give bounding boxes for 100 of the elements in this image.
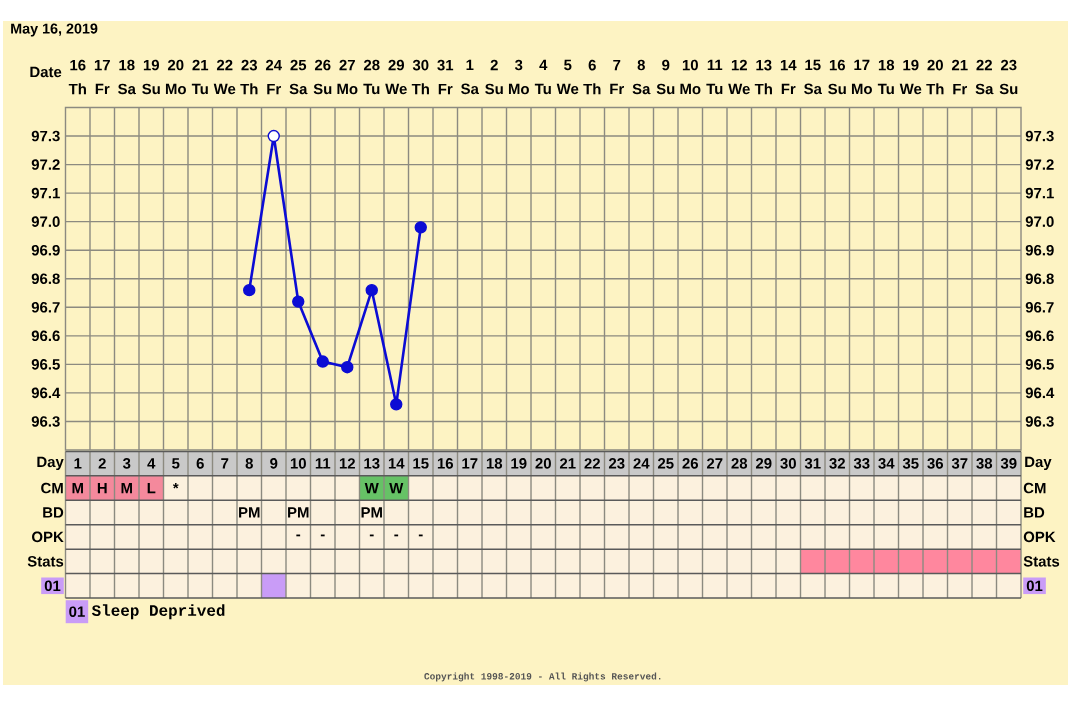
y2-tick-label: 96.6 — [1025, 330, 1054, 342]
point — [243, 283, 256, 297]
text: - — [418, 534, 423, 537]
x2-tick-label: 23 — [608, 458, 625, 469]
text: Day — [1025, 456, 1052, 471]
x-tick-label: 17 Mo — [851, 59, 872, 95]
y-tick-label: 96.8 — [31, 273, 60, 285]
text: PM — [288, 507, 309, 518]
x-tick-label: 7 Fr — [610, 59, 625, 95]
x2-tick-label: 9 — [270, 458, 278, 469]
text: Copyright 1998-2019 - All Rights Reserved. — [424, 672, 661, 682]
x2-tick-label: 37 — [951, 458, 968, 469]
x-tick-label: 24 Fr — [265, 59, 282, 95]
text: W — [364, 482, 379, 494]
x-tick-label: 31 Fr — [437, 59, 454, 95]
y2-tick-label: 96.8 — [1025, 273, 1054, 285]
category-label: 01 — [44, 580, 61, 592]
y2-tick-label: 96.9 — [1025, 244, 1054, 256]
y-tick-label: 96.7 — [31, 301, 60, 313]
text: - — [320, 534, 325, 537]
y2-tick-label: 96.4 — [1025, 387, 1055, 399]
x-tick-label: 18 Tu — [877, 59, 895, 95]
x-tick-label: 10 Mo — [680, 59, 701, 95]
category-label: OPK — [1023, 531, 1056, 543]
x-tick-label: 3 Mo — [508, 59, 529, 95]
x-tick-label: 8 Sa — [632, 59, 651, 95]
x2-tick-label: 35 — [902, 458, 919, 469]
point — [341, 361, 354, 374]
x2-tick-label: 2 — [98, 458, 106, 469]
x-tick-label: 5 We — [556, 59, 579, 95]
x-tick-label: 16 Su — [828, 59, 846, 95]
x-tick-label: 26 Su — [313, 59, 332, 95]
x2-tick-label: 17 — [462, 458, 478, 469]
x-tick-label: 2 Su — [485, 59, 503, 95]
point — [292, 295, 305, 308]
x2-tick-label: 22 — [584, 458, 600, 469]
x2-tick-label: 39 — [1000, 458, 1017, 469]
x-tick-label: 11 Tu — [706, 59, 723, 95]
x-tick-label: 18 Sa — [118, 59, 136, 95]
category-label: BD — [43, 507, 64, 518]
category-label: CM — [41, 482, 63, 494]
x2-tick-label: 18 — [486, 458, 503, 469]
category-label: Stats — [1023, 556, 1060, 567]
y-tick-label: 96.9 — [31, 244, 60, 256]
x-tick-label: 1 Sa — [461, 59, 479, 95]
category-label: OPK — [32, 531, 64, 543]
x2-tick-label: 11 — [315, 458, 331, 469]
x2-tick-label: 19 — [511, 458, 527, 469]
x2-tick-label: 6 — [196, 458, 204, 469]
point — [414, 221, 427, 234]
x2-tick-label: 20 — [535, 458, 551, 469]
y-tick-label: 96.3 — [31, 416, 60, 427]
point — [316, 355, 329, 368]
x-tick-label: 30 Th — [411, 59, 429, 95]
text: PM — [361, 507, 382, 518]
y-tick-label: 96.4 — [31, 387, 61, 399]
x-tick-label: 20 Th — [926, 59, 944, 95]
text: M — [72, 482, 83, 494]
y2-tick-label: 97.2 — [1025, 159, 1054, 170]
x-tick-label: 20 Mo — [165, 59, 186, 95]
x-tick-label: 25 Sa — [289, 59, 308, 95]
text: * — [172, 482, 179, 489]
y-tick-label: 97.1 — [31, 187, 60, 199]
x-tick-label: 22 Sa — [975, 59, 994, 95]
x2-tick-label: 4 — [147, 458, 156, 469]
y2-tick-label: 97.3 — [1025, 130, 1054, 142]
x2-tick-label: 5 — [172, 458, 180, 469]
x2-tick-label: 30 — [780, 458, 796, 469]
category-label: Stats — [27, 556, 64, 567]
x2-tick-label: 21 — [559, 458, 576, 469]
y2-tick-label: 97.1 — [1025, 187, 1054, 199]
category-label: CM — [1023, 482, 1046, 494]
x-tick-label: 13 Th — [754, 59, 772, 95]
x-tick-label: 16 Th — [68, 59, 86, 95]
category-label: BD — [1024, 507, 1045, 518]
x-tick-label: 27 Mo — [337, 59, 358, 95]
text: - — [369, 534, 374, 537]
x-tick-label: 21 Tu — [191, 59, 209, 95]
y-tick-label: 97.2 — [31, 159, 60, 170]
x-tick-label: 23 Su — [999, 59, 1018, 95]
x2-tick-label: 34 — [878, 458, 895, 469]
x2-tick-label: 36 — [927, 458, 944, 469]
x-tick-label: 15 Sa — [804, 59, 822, 95]
x2-tick-label: 7 — [221, 458, 229, 469]
x-axis-title: Date — [30, 66, 62, 78]
x2-tick-label: 26 — [682, 458, 699, 469]
text: H — [97, 482, 107, 494]
text: Sleep Deprived — [91, 604, 225, 620]
x2-tick-label: 24 — [633, 458, 650, 469]
text: M — [121, 482, 132, 494]
x2-tick-label: 10 — [290, 458, 306, 469]
x-tick-label: 6 Th — [583, 59, 601, 95]
category-label: 01 — [1026, 580, 1043, 592]
y2-tick-label: 96.7 — [1025, 301, 1054, 313]
x-tick-label: 23 Th — [240, 59, 258, 95]
y2-tick-label: 96.3 — [1025, 416, 1054, 427]
x2-tick-label: 25 — [657, 458, 674, 469]
y2-tick-label: 97.0 — [1025, 216, 1054, 227]
x2-tick-label: 12 — [339, 458, 355, 469]
x2-tick-label: 27 — [706, 458, 723, 469]
